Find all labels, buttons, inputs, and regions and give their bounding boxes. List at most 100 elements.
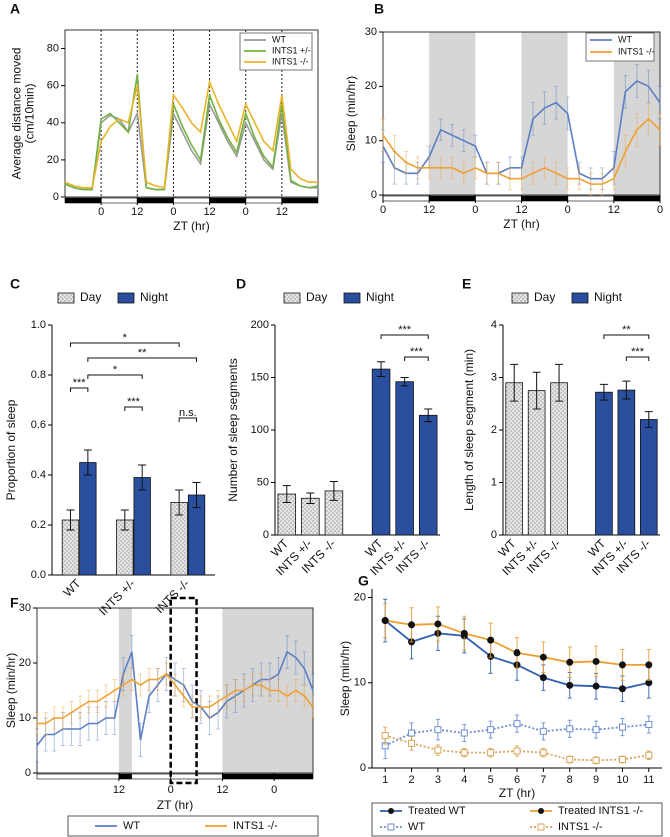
dark-bar (222, 774, 313, 779)
error-bar (532, 371, 541, 410)
y-axis-label: (cm/10min) (23, 83, 37, 143)
point (434, 746, 442, 754)
y-axis-label: Number of sleep segments (226, 358, 240, 501)
point (566, 755, 574, 763)
y-axis-label: Proportion of sleep (4, 399, 18, 500)
error-bar (381, 118, 385, 153)
point (434, 726, 442, 734)
legend-label: Night (594, 290, 623, 304)
point (645, 661, 653, 669)
dark-bar (137, 198, 174, 203)
legend-swatch (283, 292, 301, 304)
legend-label: WT (123, 820, 140, 832)
dark-bar (429, 196, 476, 201)
y-tick-label: 0.4 (31, 469, 46, 481)
x-tick-label: 0 (170, 206, 176, 218)
panel: F 0 10 20 30 12 0 12 0 ZT (hr) Sleep (min/hr) WT INT… (4, 595, 319, 837)
point (381, 732, 389, 740)
legend-box (371, 802, 663, 837)
bar (79, 462, 97, 576)
y-tick-label: 3 (491, 371, 497, 383)
significance-label: *** (127, 396, 141, 408)
x-tick-label: WT (60, 576, 84, 600)
legend-label: Night (140, 290, 169, 304)
y-tick-label: 1.0 (31, 319, 46, 331)
y-tick-label: 0.8 (31, 369, 46, 381)
point (592, 726, 600, 734)
point (618, 685, 626, 693)
x-tick-label: 4 (461, 774, 467, 786)
y-tick-label: 0 (25, 767, 31, 779)
significance-bracket (603, 334, 650, 339)
y-tick-label: 30 (365, 26, 377, 38)
legend-label: INTS1 -/- (558, 821, 603, 833)
y-axis-label: Sleep (min/hr) (344, 76, 358, 151)
legend-label: WT (408, 821, 425, 833)
y-tick-label: 30 (19, 602, 31, 614)
bar (527, 390, 546, 536)
y-tick-label: 80 (47, 42, 59, 54)
x-tick-label: 12 (608, 204, 620, 216)
bar (550, 382, 568, 536)
x-tick-label: 12 (423, 204, 435, 216)
legend-box (585, 32, 655, 62)
highlight-box (169, 596, 198, 785)
y-tick-label: 50 (257, 476, 269, 488)
panel: B 0 10 20 30 0 12 0 12 0 12 0 ZT (hr) Sleep (min/hr) W… (344, 1, 663, 231)
panel-letter: E (462, 276, 471, 292)
dark-bar (281, 198, 318, 203)
point (618, 723, 626, 731)
bar (418, 414, 438, 536)
y-tick-label: 10 (365, 135, 377, 147)
series-line (382, 117, 661, 185)
x-axis-label: ZT (hr) (157, 798, 193, 812)
significance-label: * (113, 364, 118, 376)
x-axis-label: ZT (hr) (173, 219, 209, 233)
significance-label: * (123, 332, 128, 344)
legend-swatch (57, 292, 75, 304)
x-tick-label: 8 (567, 774, 573, 786)
x-tick-label: 3 (435, 774, 441, 786)
point (539, 653, 547, 661)
x-tick-label: 11 (643, 774, 654, 786)
series-line (64, 74, 319, 191)
point (487, 749, 495, 757)
x-tick-label: 12 (203, 206, 215, 218)
x-tick-label: 7 (540, 774, 546, 786)
y-axis-label: Length of sleep segment (min) (462, 349, 476, 511)
panel-letter: C (10, 276, 20, 292)
legend-label: Treated INTS1 -/- (558, 805, 644, 817)
error-bar (510, 363, 519, 402)
significance-bracket (380, 334, 429, 339)
y-tick-label: 0 (263, 529, 269, 541)
x-tick-label: 12 (276, 206, 288, 218)
significance-label: *** (410, 346, 424, 358)
frame (64, 29, 319, 198)
bar (595, 391, 613, 536)
y-tick-label: 0.0 (31, 569, 46, 581)
x-tick-label: 12 (216, 784, 228, 796)
point (539, 674, 547, 682)
y-tick-label: 4 (491, 319, 497, 331)
x-tick-label: 6 (514, 774, 520, 786)
legend-swatch (117, 292, 135, 304)
legend-label: INTS1 -/- (618, 46, 655, 56)
x-tick-label: 10 (616, 774, 628, 786)
point (460, 629, 468, 637)
error-bar (282, 485, 291, 503)
panel-letter: D (236, 276, 246, 292)
legend-swatch (343, 292, 361, 304)
error-bar (400, 377, 409, 387)
significance-bracket (178, 417, 198, 422)
series-line (37, 672, 314, 725)
error-bar (424, 408, 433, 423)
y-tick-label: 0.6 (31, 419, 46, 431)
legend-label: Night (366, 290, 395, 304)
bar (617, 389, 636, 536)
x-tick-label: 12 (131, 206, 143, 218)
y-tick-label: 60 (47, 80, 59, 92)
x-axis-label: ZT (hr) (499, 786, 535, 800)
significance-bracket (625, 356, 650, 361)
